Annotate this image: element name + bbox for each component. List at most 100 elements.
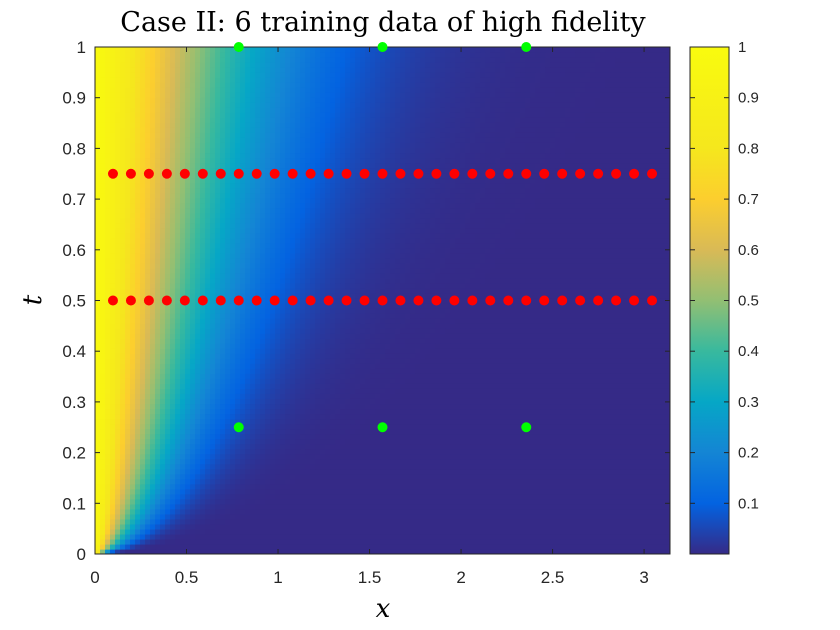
heatmap-cell [615, 358, 621, 364]
heatmap-cell [570, 403, 576, 410]
heatmap-cell [210, 358, 216, 364]
heatmap-cell [480, 353, 486, 359]
heatmap-cell [255, 528, 261, 535]
heatmap-cell [565, 423, 571, 430]
heatmap-cell [165, 413, 171, 420]
heatmap-cell [195, 463, 201, 470]
heatmap-cell [405, 348, 411, 354]
heatmap-cell [610, 363, 616, 369]
heatmap-cell [450, 408, 456, 415]
heatmap-cell [210, 383, 216, 389]
heatmap-cell [190, 523, 196, 530]
heatmap-cell [400, 348, 406, 354]
heatmap-cell [435, 428, 441, 435]
heatmap-cell [625, 408, 631, 415]
heatmap-cell [175, 443, 181, 450]
heatmap-cell [125, 423, 131, 430]
heatmap-cell [125, 488, 131, 495]
heatmap-cell [370, 403, 376, 410]
heatmap-cell [335, 493, 341, 500]
heatmap-cell [350, 338, 356, 344]
heatmap-cell [580, 408, 586, 415]
heatmap-cell [370, 358, 376, 364]
heatmap-cell [580, 418, 586, 425]
heatmap-cell [455, 398, 461, 405]
heatmap-cell [535, 338, 541, 344]
heatmap-cell [415, 463, 421, 470]
heatmap-cell [235, 458, 241, 465]
heatmap-cell [300, 368, 306, 374]
heatmap-cell [420, 533, 426, 540]
heatmap-cell [225, 333, 231, 339]
heatmap-cell [490, 378, 496, 384]
heatmap-cell [640, 388, 646, 394]
heatmap-cell [180, 548, 186, 554]
heatmap-cell [545, 433, 551, 440]
heatmap-cell [480, 388, 486, 394]
heatmap-cell [200, 528, 206, 535]
heatmap-cell [400, 428, 406, 435]
heatmap-cell [525, 538, 531, 545]
heatmap-cell [580, 353, 586, 359]
heatmap-cell [225, 508, 231, 515]
heatmap-cell [420, 458, 426, 465]
heatmap-cell [355, 513, 361, 520]
heatmap-cell [470, 353, 476, 359]
heatmap-cell [100, 503, 106, 510]
heatmap-cell [120, 548, 126, 554]
heatmap-cell [410, 433, 416, 440]
heatmap-cell [315, 368, 321, 374]
heatmap-cell [585, 518, 591, 525]
heatmap-cell [440, 403, 446, 410]
heatmap-cell [175, 493, 181, 500]
heatmap-cell [425, 413, 431, 420]
heatmap-cell [645, 458, 651, 465]
heatmap-cell [595, 493, 601, 500]
heatmap-cell [330, 398, 336, 405]
heatmap-cell [225, 433, 231, 440]
heatmap-cell [160, 483, 166, 490]
heatmap-cell [500, 498, 506, 505]
heatmap-cell [660, 383, 666, 389]
heatmap-cell [190, 418, 196, 425]
heatmap-cell [460, 513, 466, 520]
heatmap-cell [215, 523, 221, 530]
heatmap-cell [400, 373, 406, 379]
heatmap-cell [280, 508, 286, 515]
heatmap-cell [460, 443, 466, 450]
heatmap-cell [575, 418, 581, 425]
heatmap-cell [195, 538, 201, 545]
heatmap-cell [275, 518, 281, 525]
heatmap-cell [95, 458, 101, 465]
heatmap-cell [155, 433, 161, 440]
heatmap-cell [265, 513, 271, 520]
heatmap-cell [325, 468, 331, 475]
heatmap-cell [350, 363, 356, 369]
heatmap-cell [200, 453, 206, 460]
heatmap-cell [360, 393, 366, 399]
heatmap-cell [455, 348, 461, 354]
heatmap-cell [525, 518, 531, 525]
heatmap-cell [390, 463, 396, 470]
heatmap-cell [150, 508, 156, 515]
heatmap-cell [255, 368, 261, 374]
heatmap-cell [120, 403, 126, 410]
heatmap-cell [510, 478, 516, 485]
heatmap-cell [160, 333, 166, 339]
heatmap-cell [185, 428, 191, 435]
heatmap-cell [270, 398, 276, 405]
heatmap-cell [455, 438, 461, 445]
heatmap-cell [380, 378, 386, 384]
heatmap-cell [280, 523, 286, 530]
heatmap-cell [460, 498, 466, 505]
heatmap-cell [180, 413, 186, 420]
heatmap-cell [300, 343, 306, 349]
heatmap-cell [405, 383, 411, 389]
heatmap-cell [215, 468, 221, 475]
heatmap-cell [540, 408, 546, 415]
heatmap-cell [255, 463, 261, 470]
heatmap-cell [665, 503, 670, 510]
heatmap-cell [505, 383, 511, 389]
heatmap-cell [240, 508, 246, 515]
heatmap-cell [565, 433, 571, 440]
